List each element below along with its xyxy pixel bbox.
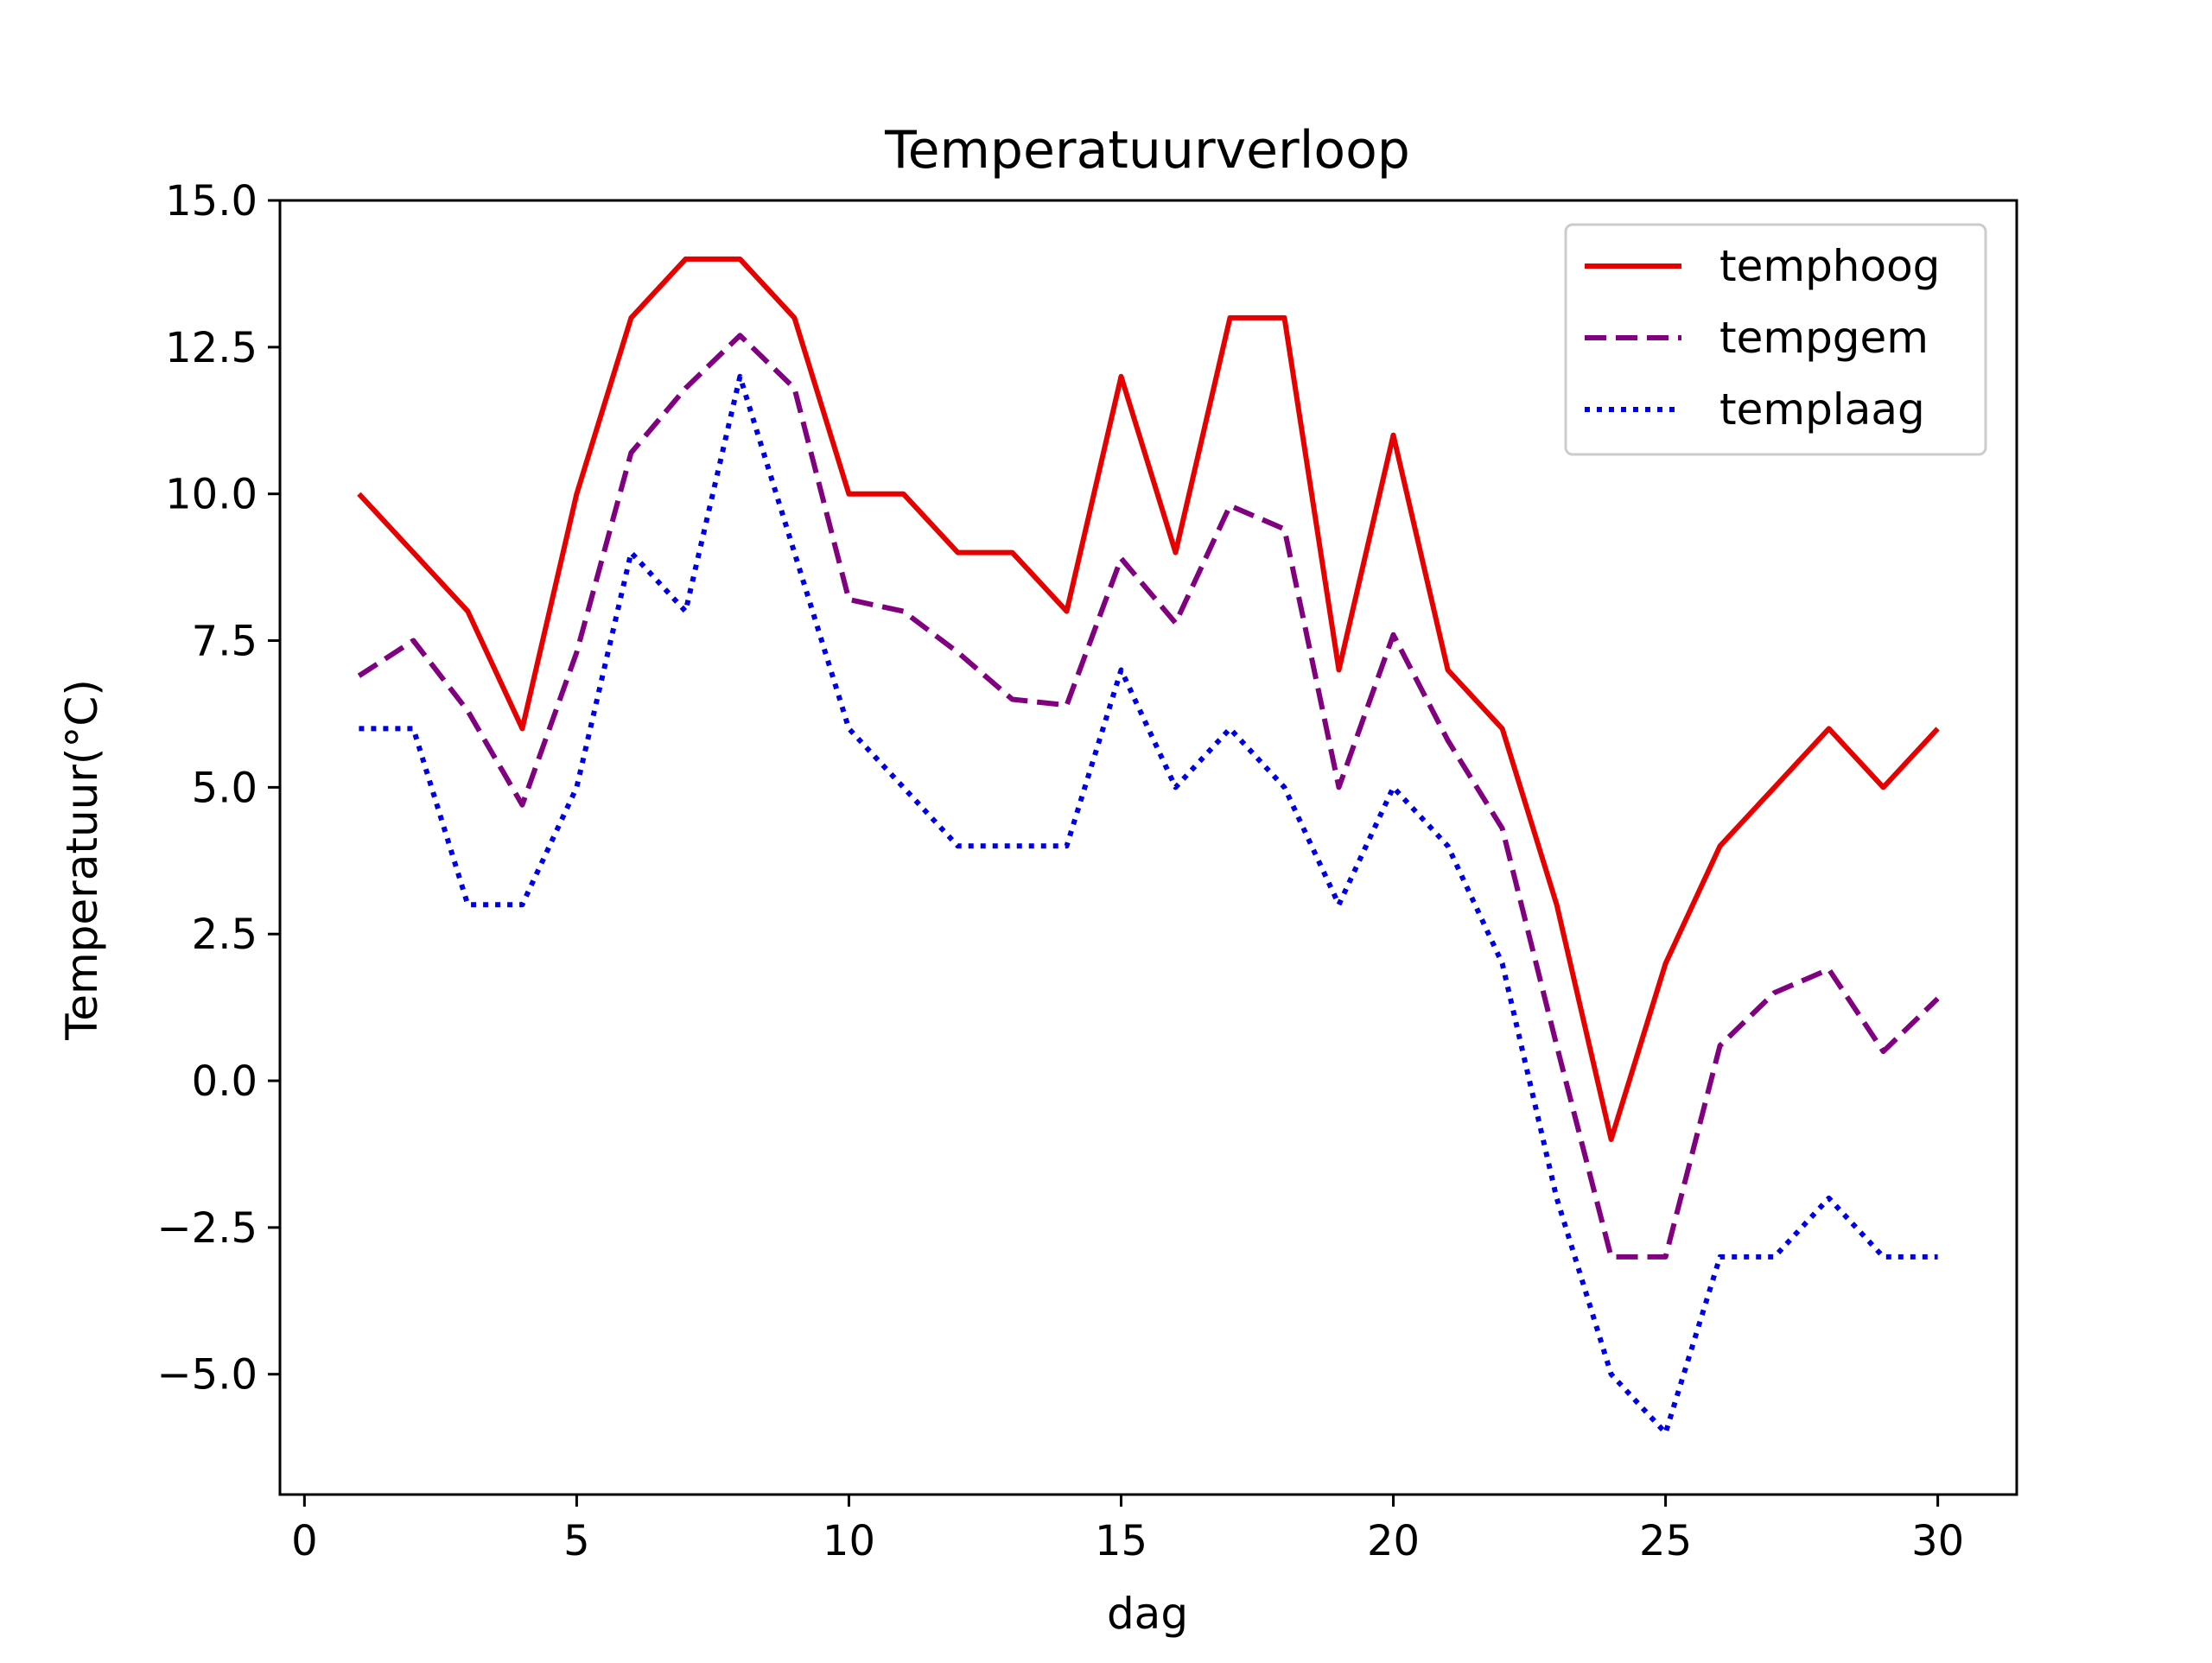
legend: temphoog tempgem templaag — [1564, 223, 1987, 456]
series-layer — [357, 256, 1940, 1436]
x-axis-label: dag — [1107, 1589, 1188, 1639]
legend-label-tempgem: tempgem — [1719, 313, 1929, 363]
y-axis-label: Temperatuur(°C) — [57, 679, 107, 1041]
y-tick-label: 10.0 — [165, 471, 257, 519]
y-tick-label: 7.5 — [192, 618, 257, 666]
legend-label-temphoog: temphoog — [1719, 241, 1940, 291]
y-tick-label: 12.5 — [165, 324, 257, 372]
y-tick-label: −5.0 — [156, 1351, 257, 1400]
x-tick-label: 20 — [1367, 1517, 1420, 1565]
legend-box — [1564, 223, 1987, 456]
x-tick-label: 5 — [563, 1517, 590, 1565]
y-tick-label: 5.0 — [192, 764, 257, 812]
y-tick-label: −2.5 — [156, 1204, 257, 1253]
series-line-temphoog — [357, 256, 1940, 1142]
x-tick-label: 30 — [1911, 1517, 1964, 1565]
y-tick-label: 0.0 — [192, 1057, 257, 1106]
series-line-templaag — [359, 373, 1938, 1436]
y-tick-label: 2.5 — [192, 911, 257, 959]
x-tick-label: 25 — [1639, 1517, 1692, 1565]
axes-layer: 0 5 10 15 20 25 30 −5.0 −2.5 0.0 2.5 5.0 7.5 10.0 12.5… — [156, 177, 2018, 1565]
plot-frame — [278, 199, 2018, 1496]
x-tick-label: 10 — [823, 1517, 875, 1565]
x-tick-label: 15 — [1095, 1517, 1147, 1565]
chart-title: Temperatuurverloop — [884, 120, 1410, 181]
legend-label-templaag: templaag — [1719, 384, 1925, 435]
x-tick-label: 0 — [291, 1517, 318, 1565]
series-line-tempgem — [357, 333, 1940, 1260]
y-tick-label: 15.0 — [165, 177, 257, 225]
